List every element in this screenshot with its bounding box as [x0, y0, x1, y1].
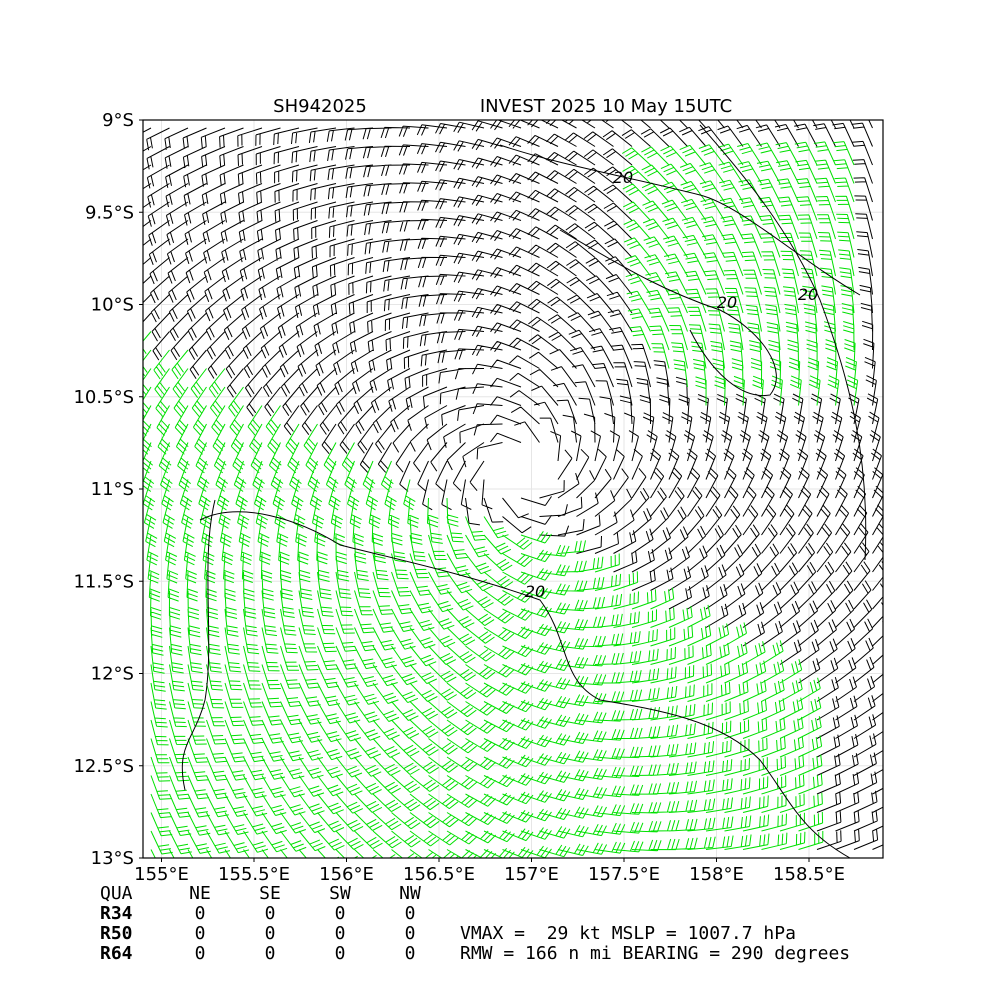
contour-label: 20: [525, 582, 545, 601]
table-cell: 0: [265, 923, 276, 944]
y-tick-label: 10°S: [91, 295, 134, 316]
y-tick-label: 13°S: [91, 848, 134, 869]
table-cell: 0: [265, 903, 276, 924]
table-cell: 0: [405, 923, 416, 944]
table-cell: 0: [405, 903, 416, 924]
x-tick-label: 155°E: [134, 864, 189, 885]
table-cell: 0: [265, 943, 276, 964]
y-tick-label: 11°S: [91, 479, 134, 500]
info-line: VMAX = 29 kt MSLP = 1007.7 hPa: [460, 923, 796, 944]
table-cell: 0: [195, 943, 206, 964]
table-cell: R64: [100, 943, 133, 964]
x-tick-label: 157°E: [504, 864, 559, 885]
x-tick-label: 157.5°E: [588, 864, 660, 885]
table-cell: 0: [335, 923, 346, 944]
contour-line: [699, 124, 867, 561]
y-tick-label: 12.5°S: [73, 756, 134, 777]
title-left: SH942025: [273, 96, 367, 117]
contour-label: 20: [717, 293, 737, 312]
table-cell: 0: [335, 943, 346, 964]
contour-line: [559, 229, 777, 397]
plot-frame: [142, 119, 884, 859]
table-header: NE: [189, 883, 211, 904]
y-tick-label: 9.5°S: [85, 202, 134, 223]
contour-label: 20: [613, 168, 633, 187]
title-right: INVEST 2025 10 May 15UTC: [480, 96, 732, 117]
info-line: RMW = 166 n mi BEARING = 290 degrees: [460, 943, 850, 964]
wind-barbs: [143, 120, 883, 858]
contour-line: [199, 511, 851, 858]
table-cell: 0: [195, 923, 206, 944]
y-tick-label: 9°S: [102, 110, 134, 131]
barbs-green: [143, 141, 859, 858]
table-cell: R50: [100, 923, 133, 944]
table-header: QUA: [100, 883, 133, 904]
table-cell: 0: [195, 903, 206, 924]
x-tick-label: 158.5°E: [773, 864, 845, 885]
table-cell: 0: [335, 903, 346, 924]
x-tick-label: 158°E: [689, 864, 744, 885]
table-header: SE: [259, 883, 281, 904]
x-tick-label: 156°E: [319, 864, 374, 885]
table-cell: R34: [100, 903, 133, 924]
table-header: NW: [399, 883, 421, 904]
contours: [181, 124, 867, 858]
barbs-black: [143, 120, 883, 850]
contour-line: [499, 144, 861, 296]
y-tick-label: 12°S: [91, 664, 134, 685]
table-cell: 0: [405, 943, 416, 964]
table-header: SW: [329, 883, 351, 904]
contour-line: [181, 499, 216, 791]
y-tick-label: 11.5°S: [73, 571, 134, 592]
x-tick-label: 155.5°E: [218, 864, 290, 885]
x-tick-label: 156.5°E: [403, 864, 475, 885]
contour-label: 20: [798, 285, 818, 304]
y-tick-label: 10.5°S: [73, 387, 134, 408]
